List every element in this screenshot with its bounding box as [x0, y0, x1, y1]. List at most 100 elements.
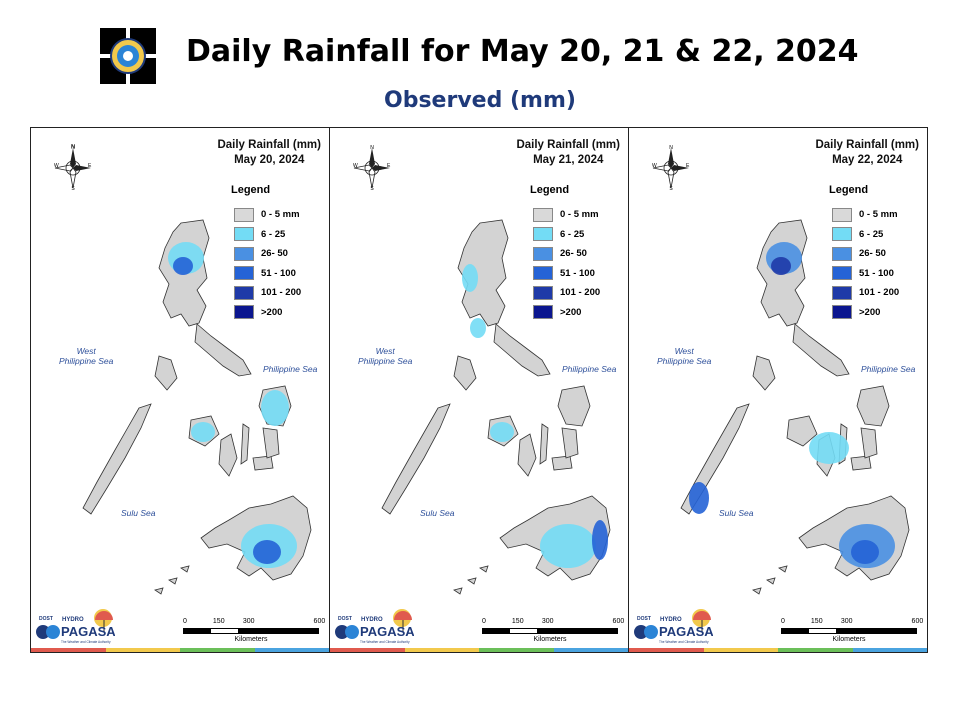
rainfall-map-panel-may-22: N S W E Daily Rainfall (mm) May 22, 2024 Le… — [629, 128, 927, 652]
legend-row: 26- 50 — [832, 244, 899, 264]
island-shape — [154, 565, 190, 595]
legend: 0 - 5 mm 6 - 25 26- 50 51 - 100 101 - 200 >20… — [234, 205, 301, 322]
rainfall-area-visayas — [809, 432, 849, 464]
island-shape — [154, 355, 178, 391]
island-shape — [860, 427, 878, 459]
legend-row: 51 - 100 — [533, 264, 600, 284]
legend-swatch — [234, 227, 254, 242]
island-shape — [194, 323, 252, 377]
legend-label: 26- 50 — [560, 248, 587, 260]
dost-label: DOST — [39, 616, 53, 622]
legend-row: >200 — [832, 303, 899, 323]
scale-tick-label: 600 — [612, 618, 625, 625]
legend-swatch — [533, 266, 553, 281]
pagasa-tagline: The Weather and Climate Authority — [61, 640, 111, 644]
island-shape — [792, 323, 850, 377]
legend-row: 51 - 100 — [832, 264, 899, 284]
dost-label: DOST — [338, 616, 352, 622]
legend-label: 0 - 5 mm — [261, 209, 300, 221]
pagasa-tagline: The Weather and Climate Authority — [659, 640, 709, 644]
legend-row: 6 - 25 — [533, 225, 600, 245]
legend-swatch — [533, 227, 553, 242]
panel-title-line1: Daily Rainfall (mm) — [815, 139, 919, 151]
legend-label: 6 - 25 — [859, 228, 884, 240]
island-shape — [82, 403, 152, 515]
compass-w: W — [353, 163, 358, 169]
compass-s: S — [669, 186, 673, 190]
legend-swatch — [832, 227, 852, 242]
scale-tick-label: 0 — [781, 618, 785, 625]
legend-swatch — [533, 285, 553, 300]
page-title: Daily Rainfall for May 20, 21 & 22, 2024 — [186, 34, 859, 69]
island-shape — [752, 565, 788, 595]
rainfall-area-eastern-visayas — [261, 390, 289, 426]
sea-label-line: Philippine Sea — [358, 356, 413, 366]
scale-tick-label: 0 — [183, 618, 187, 625]
legend: 0 - 5 mm 6 - 25 26- 50 51 - 100 101 - 200 >20… — [533, 205, 600, 322]
rainfall-area-mindanao — [540, 524, 596, 568]
legend-row: 0 - 5 mm — [533, 205, 600, 225]
island-shape — [557, 385, 591, 427]
compass-n: N — [71, 145, 75, 151]
legend-row: 26- 50 — [533, 244, 600, 264]
legend-swatch — [832, 266, 852, 281]
color-strip — [31, 648, 329, 652]
legend-label: 0 - 5 mm — [560, 209, 599, 221]
legend-label: 101 - 200 — [261, 287, 302, 299]
island-shape — [218, 433, 238, 477]
legend-label: >200 — [560, 306, 582, 318]
scale-tick-label: 0 — [482, 618, 486, 625]
legend-swatch — [234, 207, 254, 222]
hydro-label: HYDRO — [361, 617, 383, 623]
pagasa-seal-logo — [96, 24, 160, 88]
label-west-philippine-sea: West Philippine Sea — [657, 346, 711, 366]
legend-swatch — [533, 305, 553, 320]
north-arrow-compass-icon: N S W E — [652, 145, 690, 190]
island-shape — [381, 403, 451, 515]
scale-unit: Kilometers — [533, 636, 567, 643]
legend-heading: Legend — [829, 184, 869, 196]
compass-w: W — [652, 163, 657, 169]
rainfall-area-western-visayas — [191, 422, 215, 442]
sea-label-line: West — [76, 346, 96, 356]
color-strip — [330, 648, 628, 652]
dost-label: DOST — [637, 616, 651, 622]
legend-swatch — [832, 305, 852, 320]
rainfall-area-east-mindanao — [592, 520, 608, 560]
legend-heading: Legend — [530, 184, 570, 196]
panel-date: May 21, 2024 — [533, 154, 604, 166]
legend-swatch — [832, 246, 852, 261]
legend-label: 51 - 100 — [261, 267, 296, 279]
legend-label: 51 - 100 — [859, 267, 894, 279]
island-shape — [856, 385, 890, 427]
scale-tick-label: 150 — [212, 618, 225, 625]
label-philippine-sea: Philippine Sea — [562, 364, 617, 374]
legend-row: 26- 50 — [234, 244, 301, 264]
sea-label-line: West — [674, 346, 694, 356]
island-shape — [240, 423, 250, 465]
rainfall-area-north-luzon-core — [173, 257, 193, 275]
legend-label: 51 - 100 — [560, 267, 595, 279]
legend-swatch — [234, 246, 254, 261]
island-shape — [457, 219, 509, 327]
compass-e: E — [88, 163, 92, 169]
legend-row: 0 - 5 mm — [234, 205, 301, 225]
island-shape — [453, 355, 477, 391]
panel-title-line1: Daily Rainfall (mm) — [217, 139, 321, 151]
panel-date: May 20, 2024 — [234, 154, 305, 166]
sea-label-line: Philippine Sea — [657, 356, 712, 366]
rainfall-area-palawan — [689, 482, 709, 514]
island-shape — [493, 323, 551, 377]
label-philippine-sea: Philippine Sea — [263, 364, 318, 374]
compass-e: E — [387, 163, 391, 169]
legend-row: >200 — [234, 303, 301, 323]
rainfall-area-north-luzon-west — [462, 264, 478, 292]
rainfall-area-north-luzon-core — [771, 257, 791, 275]
legend-label: 0 - 5 mm — [859, 209, 898, 221]
panel-title: Daily Rainfall (mm) May 22, 2024 — [815, 138, 919, 168]
color-strip — [629, 648, 927, 652]
legend-label: >200 — [261, 306, 283, 318]
